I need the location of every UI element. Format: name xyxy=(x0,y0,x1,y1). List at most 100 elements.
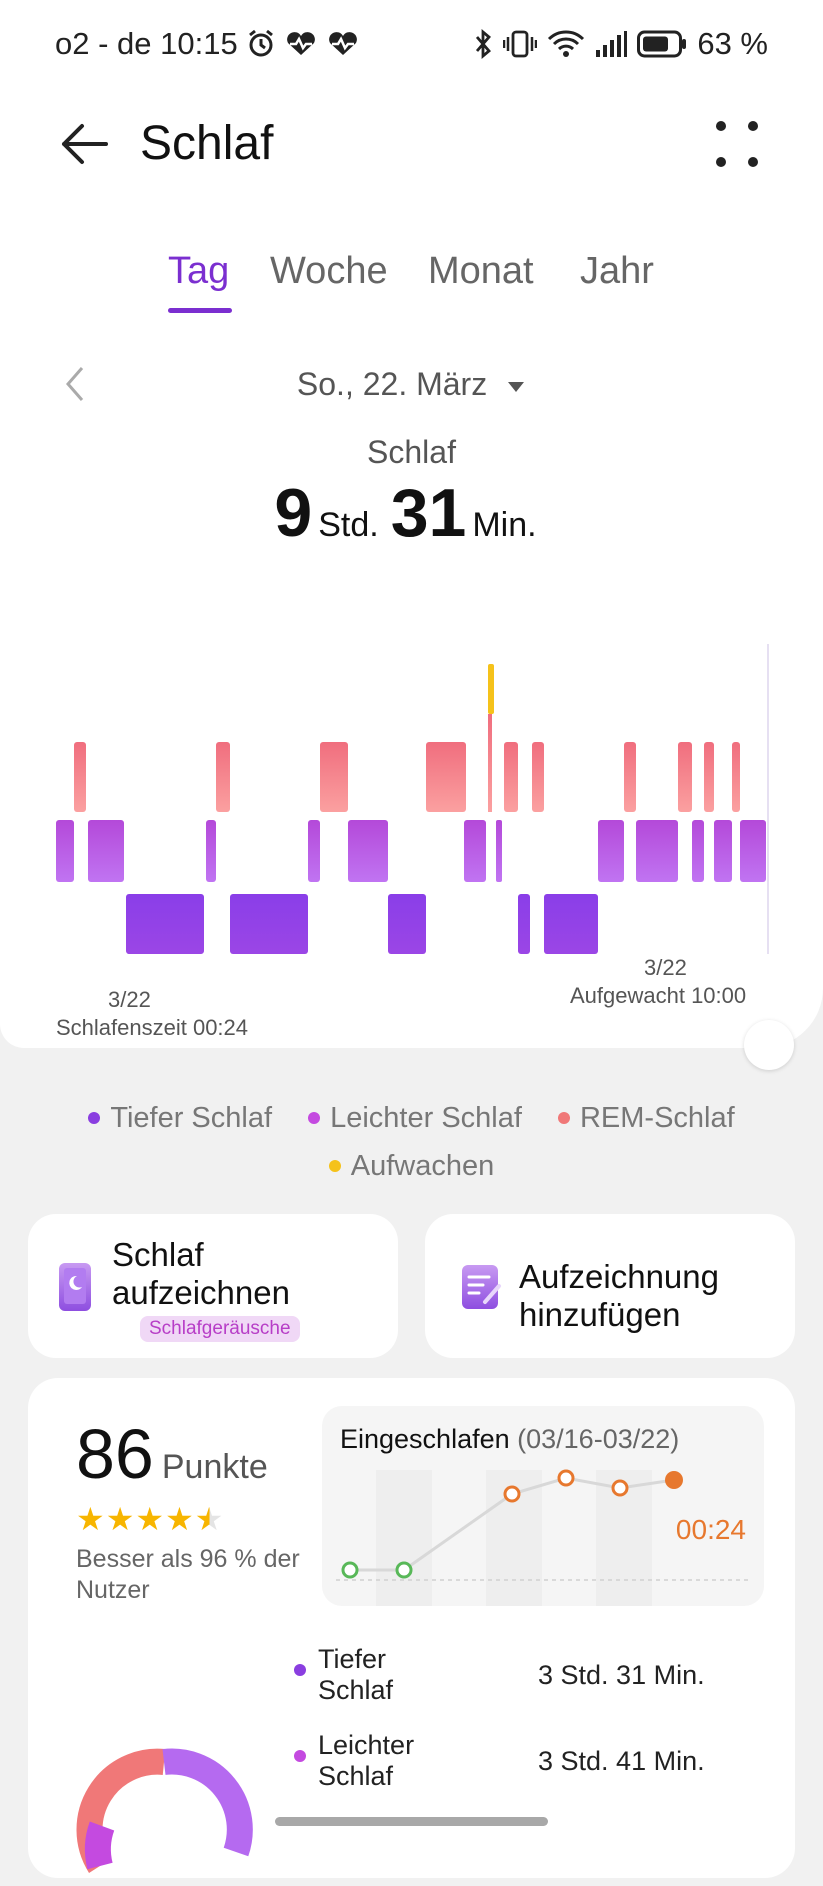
sleep-minutes: 31 xyxy=(390,475,467,551)
stage-awake xyxy=(488,664,494,714)
chart-drag-handle[interactable] xyxy=(744,1020,794,1070)
stage-light xyxy=(636,820,678,882)
top-panel xyxy=(0,0,823,1048)
sleep-stage-chart xyxy=(56,644,769,954)
stage-light xyxy=(308,820,320,882)
record-sleep-title: Schlaf aufzeichnen xyxy=(112,1236,290,1311)
trend-point xyxy=(611,1479,629,1497)
add-record-card[interactable]: Aufzeichnung hinzufügen xyxy=(425,1214,795,1358)
stat-dot-icon xyxy=(294,1750,306,1762)
health-icon xyxy=(286,32,315,55)
stat-dot-icon xyxy=(294,1664,306,1676)
battery-icon xyxy=(637,30,687,58)
stat-value: 3 Std. 41 Min. xyxy=(538,1746,705,1776)
bedtime-label: Schlafenszeit 00:24 xyxy=(56,1015,249,1040)
stage-rem xyxy=(624,742,636,812)
trend-title-label: Eingeschlafen xyxy=(340,1424,510,1454)
trend-point xyxy=(503,1485,521,1503)
chart-bands xyxy=(56,644,769,954)
legend-dot-icon xyxy=(308,1111,321,1124)
trend-line-chart xyxy=(336,1469,752,1606)
home-indicator[interactable] xyxy=(275,1817,548,1826)
wifi-icon xyxy=(548,30,585,57)
stat-value: 3 Std. 31 Min. xyxy=(538,1660,705,1690)
date-picker[interactable]: So., 22. März xyxy=(0,366,823,403)
signal-icon xyxy=(596,31,628,57)
previous-day-icon[interactable] xyxy=(60,364,90,404)
status-bar-left: o2 - de 10:15 xyxy=(55,26,360,62)
wake-date: 3/22 xyxy=(644,955,687,980)
stage-light xyxy=(740,820,766,882)
tab-monat[interactable]: Monat xyxy=(428,250,534,292)
stage-deep xyxy=(230,894,308,954)
legend-dot-icon xyxy=(88,1111,101,1124)
star-icon: ★ xyxy=(76,1501,106,1537)
stage-light xyxy=(348,820,388,882)
more-options-icon[interactable] xyxy=(715,120,759,168)
sleep-hours: 9 xyxy=(274,475,313,551)
comparison-text: Besser als 96 % der Nutzer xyxy=(76,1545,300,1604)
alarm-icon xyxy=(248,29,273,57)
stage-rem xyxy=(320,742,348,812)
sleep-duration: 9 Std. 31 Min. xyxy=(0,474,823,552)
trend-point xyxy=(665,1471,683,1489)
tab-jahr[interactable]: Jahr xyxy=(580,250,654,292)
date-selector: So., 22. März xyxy=(0,362,823,412)
period-tabs: Tag Woche Monat Jahr xyxy=(0,250,823,320)
star-icon: ★ xyxy=(135,1501,166,1537)
stage-light xyxy=(496,820,502,882)
legend-dot-icon xyxy=(328,1159,341,1172)
stage-light xyxy=(206,820,216,882)
stat-light-sleep: Leichter Schlaf xyxy=(294,1730,428,1792)
trend-latest-value: 00:24 xyxy=(675,1514,746,1545)
status-bar-right: 63 % xyxy=(473,26,768,62)
carrier-time: o2 - de 10:15 xyxy=(55,26,238,61)
stage-rem xyxy=(216,742,230,812)
tab-woche[interactable]: Woche xyxy=(270,250,388,292)
trend-title: Eingeschlafen (03/16-03/22) xyxy=(340,1424,679,1455)
battery-percent: 63 % xyxy=(697,26,768,61)
back-arrow-icon[interactable] xyxy=(58,118,110,170)
page-title: Schlaf xyxy=(140,117,274,170)
dropdown-triangle-icon xyxy=(508,381,525,392)
record-sleep-card[interactable]: Schlaf aufzeichnen Schlafgeräusche xyxy=(28,1214,398,1358)
trend-range: (03/16-03/22) xyxy=(517,1424,680,1454)
legend-label: Tiefer Schlaf xyxy=(110,1102,273,1134)
hours-unit: Std. xyxy=(318,506,379,544)
sleep-onset-trend[interactable]: Eingeschlafen (03/16-03/22) 00:24 xyxy=(322,1406,764,1606)
trend-point xyxy=(557,1469,575,1487)
trend-point xyxy=(341,1561,359,1579)
sleep-score-card: 86 Punkte ★★★★★ Besser als 96 % der Nutze… xyxy=(28,1378,795,1878)
score-unit: Punkte xyxy=(161,1448,268,1486)
stage-deep xyxy=(544,894,598,954)
minutes-unit: Min. xyxy=(472,506,537,544)
wake-label: Aufgewacht 10:00 xyxy=(570,983,747,1008)
stage-light xyxy=(692,820,704,882)
end-marker-line xyxy=(767,644,769,954)
vibrate-icon xyxy=(503,30,538,58)
stage-deep xyxy=(126,894,204,954)
stage-light xyxy=(598,820,624,882)
score-value: 86 xyxy=(76,1415,154,1493)
stage-rem xyxy=(426,742,466,812)
legend-item-awake: Aufwachen xyxy=(328,1150,494,1182)
bedtime-annotation: 3/22 xyxy=(108,986,151,1014)
stage-light xyxy=(714,820,732,882)
stat-label: Leichter Schlaf xyxy=(318,1730,415,1791)
legend-item-light: Leichter Schlaf xyxy=(308,1102,522,1134)
date-label: So., 22. März xyxy=(296,366,488,402)
tab-tag[interactable]: Tag xyxy=(168,250,230,292)
sleep-label: Schlaf xyxy=(367,434,456,470)
sleep-score: 86 Punkte xyxy=(76,1414,268,1494)
health-icon-2 xyxy=(328,32,357,55)
stage-light xyxy=(88,820,124,882)
star-icon: ★ xyxy=(105,1501,136,1537)
legend-label: REM-Schlaf xyxy=(579,1102,735,1134)
active-tab-indicator xyxy=(168,308,232,313)
sleep-stage-donut xyxy=(76,1748,253,1873)
stage-rem xyxy=(488,714,492,812)
edit-note-icon xyxy=(462,1265,501,1309)
star-rating: ★★★★★ xyxy=(76,1500,224,1538)
phone-moon-icon xyxy=(59,1263,91,1311)
legend-item-deep: Tiefer Schlaf xyxy=(88,1102,272,1134)
